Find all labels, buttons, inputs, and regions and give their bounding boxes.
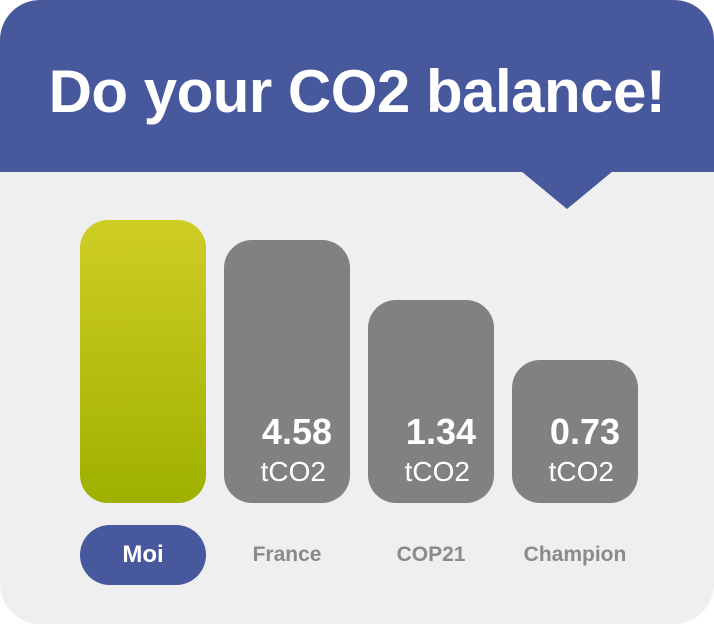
bar-moi[interactable] xyxy=(80,220,206,503)
page-title: Do your CO2 balance! xyxy=(48,58,666,125)
label-champion[interactable]: Champion xyxy=(523,543,627,566)
bar-unit: tCO2 xyxy=(404,456,470,487)
bar-cop21[interactable]: 1.34 tCO2 xyxy=(368,300,494,503)
bar-champion[interactable]: 0.73 tCO2 xyxy=(512,360,638,503)
bar-value: 0.73 xyxy=(549,411,620,452)
title-banner: Do your CO2 balance! xyxy=(0,0,714,172)
label-france[interactable]: France xyxy=(252,543,322,566)
bar-unit: tCO2 xyxy=(548,456,614,487)
banner-pointer xyxy=(521,171,613,209)
bar-value: 4.58 xyxy=(261,411,332,452)
label-cop21[interactable]: COP21 xyxy=(396,543,466,566)
bar-unit: tCO2 xyxy=(260,456,326,487)
bar-value: 1.34 xyxy=(405,411,476,452)
bar-france[interactable]: 4.58 tCO2 xyxy=(224,240,350,503)
label-moi-pill[interactable]: Moi xyxy=(80,525,206,585)
